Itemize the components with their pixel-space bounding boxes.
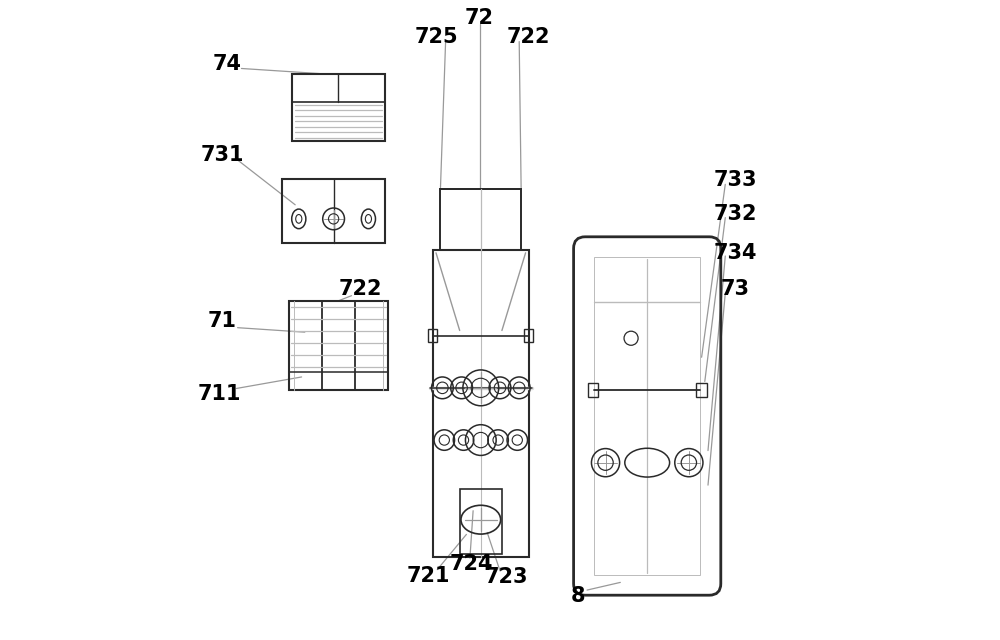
Text: 731: 731 bbox=[200, 145, 244, 165]
Bar bbox=[289, 301, 388, 390]
Text: 73: 73 bbox=[721, 279, 750, 300]
Bar bbox=[433, 250, 529, 557]
Text: 724: 724 bbox=[449, 554, 493, 575]
Text: 71: 71 bbox=[208, 311, 237, 332]
Text: 722: 722 bbox=[507, 27, 551, 47]
Text: 72: 72 bbox=[465, 8, 494, 28]
Bar bbox=[524, 329, 533, 342]
Text: 74: 74 bbox=[212, 54, 241, 74]
Bar bbox=[428, 329, 437, 342]
Bar bbox=[440, 189, 521, 250]
Bar bbox=[282, 179, 385, 243]
Text: 733: 733 bbox=[714, 170, 757, 191]
Text: 8: 8 bbox=[571, 586, 585, 607]
Text: 725: 725 bbox=[414, 27, 458, 47]
Text: 734: 734 bbox=[714, 243, 757, 263]
Text: 732: 732 bbox=[714, 204, 757, 225]
Bar bbox=[460, 489, 502, 554]
Text: 711: 711 bbox=[198, 383, 241, 404]
Text: 721: 721 bbox=[407, 566, 450, 586]
Bar bbox=[594, 257, 700, 575]
Text: 723: 723 bbox=[485, 567, 528, 588]
Bar bbox=[292, 74, 385, 141]
Bar bbox=[588, 383, 598, 397]
Bar bbox=[696, 383, 707, 397]
Text: 722: 722 bbox=[339, 279, 382, 300]
